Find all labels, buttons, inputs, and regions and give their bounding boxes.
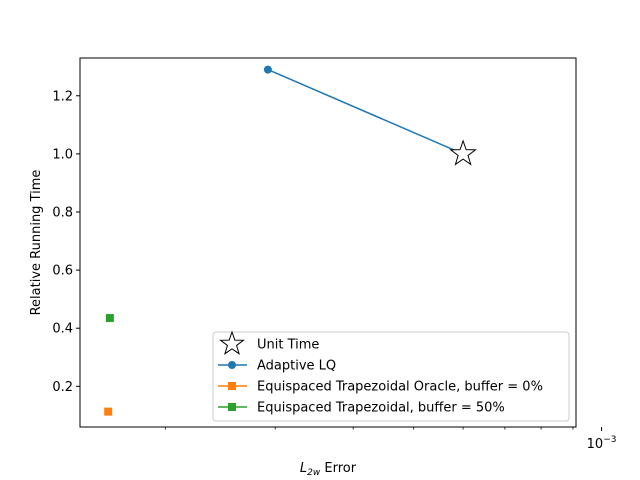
- legend-label: Equispaced Trapezoidal, buffer = 50%: [257, 401, 505, 416]
- legend-label: Equispaced Trapezoidal Oracle, buffer = …: [257, 380, 543, 395]
- y-tick-label: 0.6: [52, 264, 73, 279]
- legend-label: Unit Time: [257, 338, 319, 353]
- x-axis-label: L2w Error: [300, 461, 357, 478]
- legend-entry: Equispaced Trapezoidal, buffer = 50%: [218, 401, 505, 416]
- y-axis-ticks: 0.2 0.4 0.6 0.8 1.0 1.2: [52, 89, 80, 395]
- circle-marker: [228, 361, 236, 369]
- y-tick-label: 0.4: [52, 322, 73, 337]
- legend-entry: Equispaced Trapezoidal Oracle, buffer = …: [218, 380, 543, 395]
- square-marker: [104, 407, 113, 416]
- legend-entry: Adaptive LQ: [218, 359, 336, 374]
- x-axis-label-l: L: [300, 461, 307, 476]
- star-marker: [219, 330, 245, 355]
- square-marker: [105, 314, 114, 323]
- series-unit-time: [449, 139, 477, 166]
- x-axis-ticks: 10−3: [164, 427, 617, 452]
- y-tick-label: 1.2: [52, 89, 73, 104]
- series-equispaced-trapezoidal-buffer-50: [105, 314, 114, 323]
- circle-marker: [263, 65, 272, 74]
- legend-label: Adaptive LQ: [257, 359, 336, 374]
- x-axis-label-suffix: Error: [320, 461, 356, 476]
- series-line: [267, 68, 464, 155]
- star-marker: [449, 139, 477, 166]
- plot-area-frame: [79, 57, 577, 428]
- y-tick-label: 0.2: [52, 380, 73, 395]
- series-equispaced-trapezoidal-oracle-buffer-0: [104, 407, 113, 416]
- legend: Unit Time Adaptive LQ Equispaced Trapezoid…: [212, 330, 570, 422]
- x-tick-label: 10−3: [587, 435, 617, 452]
- square-marker: [228, 403, 236, 411]
- square-marker: [228, 382, 236, 390]
- y-axis-label: Relative Running Time: [29, 170, 44, 316]
- plot-series: [104, 65, 477, 416]
- legend-box: [212, 331, 570, 422]
- legend-entry: Unit Time: [219, 330, 319, 355]
- y-tick-label: 1.0: [52, 147, 73, 162]
- x-axis-label-subscript: 2w: [307, 468, 321, 478]
- y-tick-label: 0.8: [52, 205, 73, 220]
